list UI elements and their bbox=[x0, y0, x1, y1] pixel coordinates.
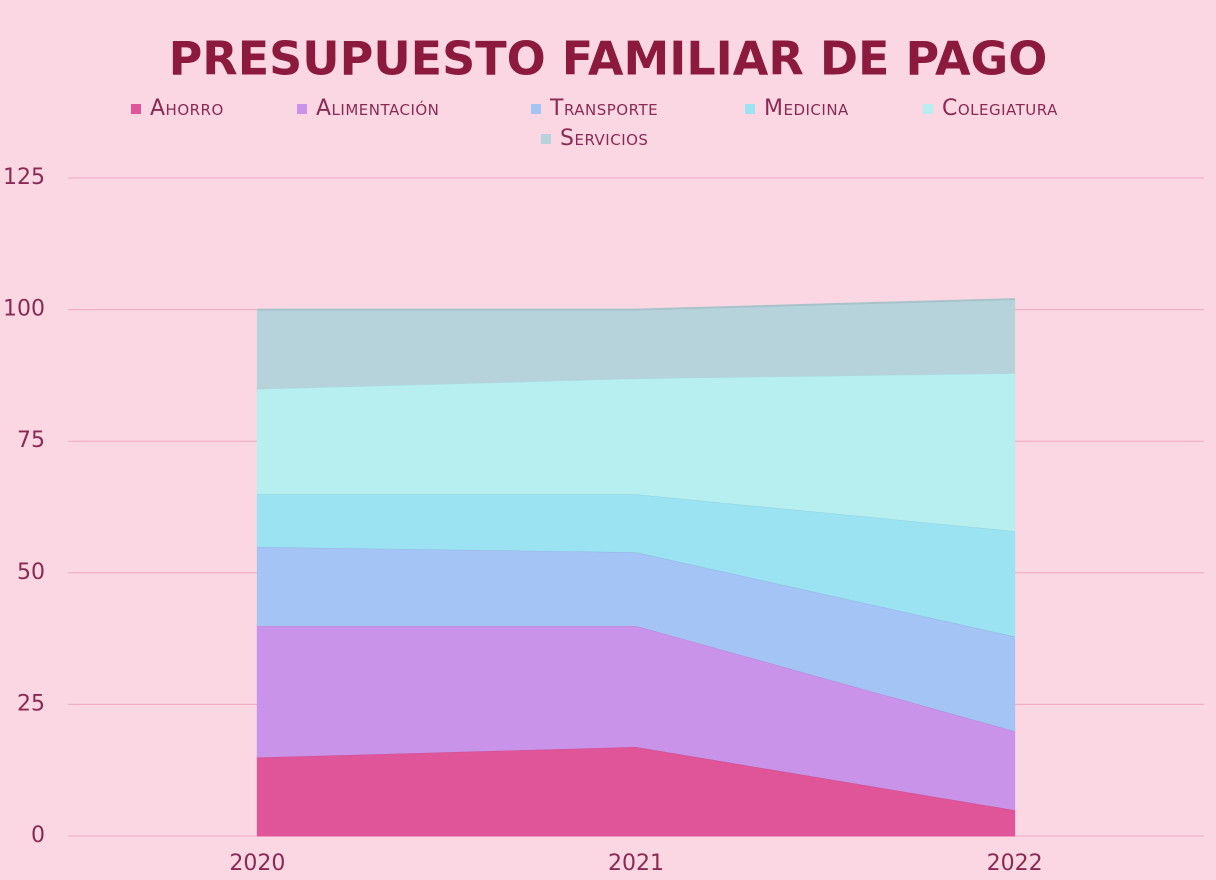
legend-label: Ahorro bbox=[150, 96, 224, 121]
legend-label: Colegiatura bbox=[942, 96, 1058, 121]
y-tick-label: 25 bbox=[17, 691, 45, 716]
legend-marker bbox=[131, 104, 141, 114]
y-tick-label: 0 bbox=[31, 823, 45, 848]
legend-marker bbox=[541, 134, 551, 144]
legend-label: Transporte bbox=[549, 96, 658, 121]
x-tick-label: 2022 bbox=[987, 851, 1043, 876]
area-edge bbox=[257, 298, 1015, 311]
legend-label: Servicios bbox=[560, 126, 648, 151]
y-tick-label: 50 bbox=[17, 560, 45, 585]
legend-marker bbox=[923, 104, 933, 114]
x-tick-label: 2021 bbox=[608, 851, 664, 876]
legend-marker bbox=[745, 104, 755, 114]
x-tick-label: 2020 bbox=[229, 851, 285, 876]
legend-label: Alimentación bbox=[316, 96, 439, 121]
y-tick-label: 75 bbox=[17, 428, 45, 453]
chart-title: PRESUPUESTO FAMILIAR DE PAGO bbox=[169, 32, 1048, 86]
legend-marker bbox=[297, 104, 307, 114]
y-tick-label: 125 bbox=[3, 165, 45, 190]
legend-label: Medicina bbox=[764, 96, 849, 121]
legend-marker bbox=[531, 104, 541, 114]
y-tick-label: 100 bbox=[3, 297, 45, 322]
